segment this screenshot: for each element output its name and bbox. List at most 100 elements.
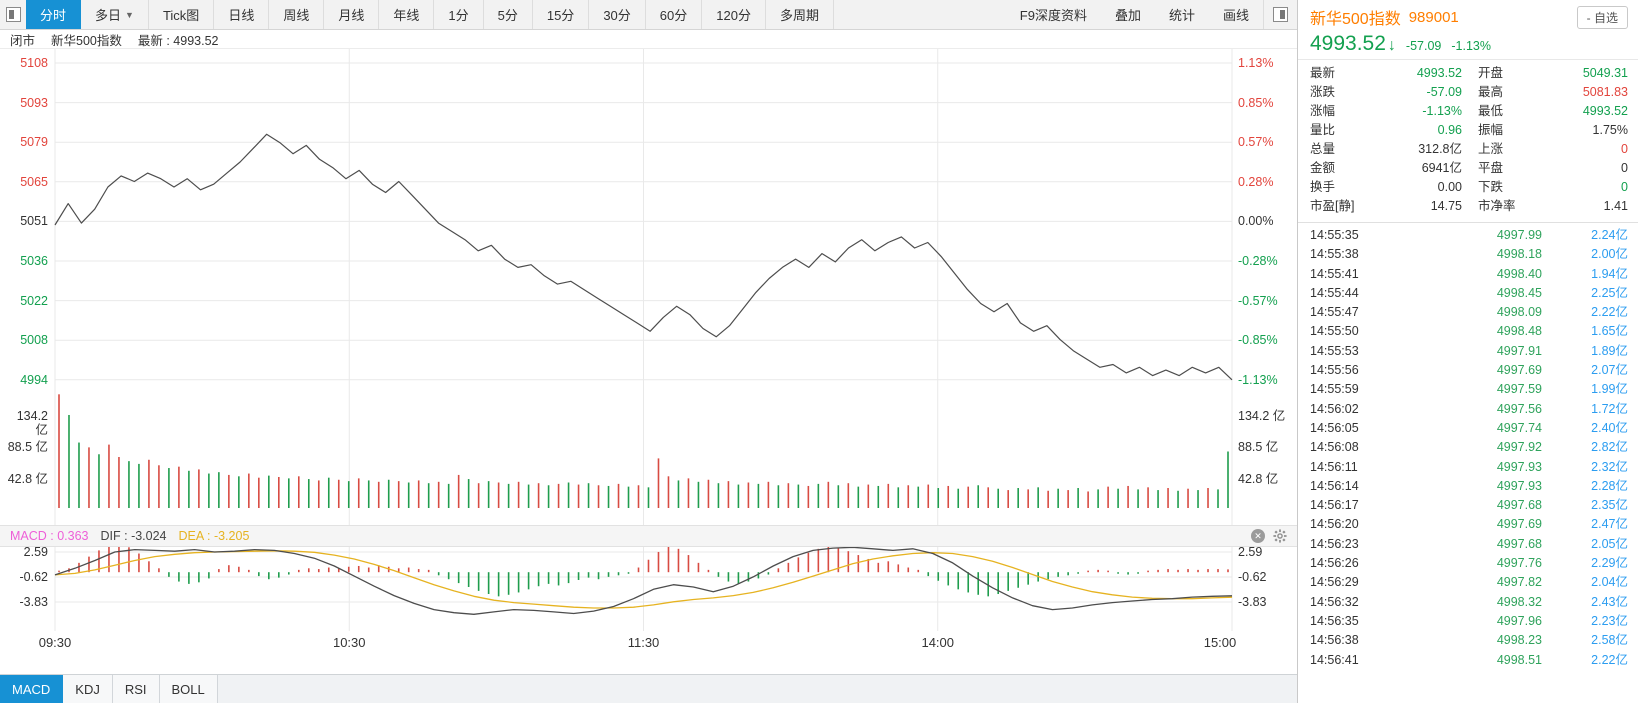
tick-row[interactable]: 14:55:50 4998.48 1.65亿 <box>1310 322 1628 341</box>
volume-chart-canvas <box>54 393 1233 525</box>
tick-row[interactable]: 14:56:29 4997.82 2.04亿 <box>1310 573 1628 592</box>
axis-tick-label: 88.5 亿 <box>7 440 48 455</box>
tick-time: 14:55:53 <box>1310 343 1359 358</box>
price-change-pct: -1.13% <box>1451 39 1491 53</box>
period-tab-分时[interactable]: 分时 <box>26 0 82 29</box>
stat-label: 振幅 <box>1478 123 1504 137</box>
settings-gear-icon[interactable] <box>1273 529 1287 543</box>
tick-time: 14:56:02 <box>1310 401 1359 416</box>
axis-tick-label: 4994 <box>20 372 48 387</box>
period-tab-年线[interactable]: 年线 <box>379 0 435 29</box>
axis-tick-label: 5108 <box>20 56 48 70</box>
toolbar-action-0[interactable]: F9深度资料 <box>1019 8 1087 23</box>
axis-tick-label: 0.85% <box>1238 95 1274 110</box>
period-tab-60分[interactable]: 60分 <box>646 0 703 29</box>
tick-price: 4997.56 <box>1496 401 1542 416</box>
tick-volume: 2.40亿 <box>1591 420 1628 435</box>
stats-row: 总量 312.8亿 上涨 0 <box>1310 140 1628 159</box>
axis-tick-label: 2.59 <box>1238 545 1263 560</box>
tick-time: 14:56:05 <box>1310 420 1359 435</box>
tick-row[interactable]: 14:56:14 4997.93 2.28亿 <box>1310 477 1628 496</box>
tick-row[interactable]: 14:56:32 4998.32 2.43亿 <box>1310 593 1628 612</box>
toolbar-action-1[interactable]: 叠加 <box>1114 8 1141 23</box>
period-tab-多日[interactable]: 多日 ▼ <box>81 0 149 29</box>
stat-value: 0 <box>1621 161 1628 175</box>
panel-toggle-icon[interactable] <box>1263 0 1297 29</box>
layout-toggle-icon[interactable] <box>0 0 26 29</box>
period-tab-日线[interactable]: 日线 <box>214 0 270 29</box>
close-indicator-icon[interactable]: ✕ <box>1251 529 1265 543</box>
tick-list[interactable]: 14:55:35 4997.99 2.24亿 14:55:38 4998.18 2.00亿… <box>1298 222 1638 703</box>
tick-time: 14:56:17 <box>1310 498 1359 513</box>
toolbar-action-2[interactable]: 统计 <box>1168 8 1195 23</box>
stat-value: -57.09 <box>1426 85 1462 99</box>
tick-price: 4997.68 <box>1496 498 1542 513</box>
toolbar: 分时 多日 ▼ Tick图 日线 周线 月线 年线 1分 5分 15分 30分 60分 120分 多周期 F… <box>0 0 1297 30</box>
tick-price: 4997.93 <box>1496 478 1542 493</box>
period-tab-Tick图[interactable]: Tick图 <box>149 0 215 29</box>
price-chart[interactable]: 5108 1.13% 5093 0.85% 5079 0.57% 5065 0.28% 5051… <box>0 49 1297 393</box>
indicator-tab-BOLL[interactable]: BOLL <box>159 675 218 703</box>
tick-row[interactable]: 14:56:05 4997.74 2.40亿 <box>1310 419 1628 438</box>
period-tab-5分[interactable]: 5分 <box>484 0 533 29</box>
tick-row[interactable]: 14:55:59 4997.59 1.99亿 <box>1310 380 1628 399</box>
tick-row[interactable]: 14:56:38 4998.23 2.58亿 <box>1310 631 1628 650</box>
period-tab-1分[interactable]: 1分 <box>434 0 484 29</box>
tick-row[interactable]: 14:56:11 4997.93 2.32亿 <box>1310 458 1628 477</box>
tick-row[interactable]: 14:56:17 4997.68 2.35亿 <box>1310 496 1628 515</box>
instrument-code: 989001 <box>1408 8 1459 26</box>
tick-row[interactable]: 14:56:26 4997.76 2.29亿 <box>1310 554 1628 573</box>
indicator-tab-RSI[interactable]: RSI <box>112 675 160 703</box>
period-tab-15分[interactable]: 15分 <box>533 0 590 29</box>
stat-value: 5081.83 <box>1582 85 1628 99</box>
stats-row: 金额 6941亿 平盘 0 <box>1310 159 1628 178</box>
quote-panel: 新华500指数 989001 - 自选 4993.52 ↓ -57.09 -1.… <box>1297 0 1638 703</box>
tick-price: 4997.93 <box>1496 459 1542 474</box>
tick-row[interactable]: 14:55:53 4997.91 1.89亿 <box>1310 342 1628 361</box>
tick-volume: 2.32亿 <box>1591 459 1628 474</box>
stat-value: 1.41 <box>1603 199 1628 213</box>
tick-volume: 2.05亿 <box>1591 536 1628 551</box>
tick-time: 14:56:23 <box>1310 536 1359 551</box>
tick-row[interactable]: 14:55:56 4997.69 2.07亿 <box>1310 361 1628 380</box>
axis-tick-label: 1.13% <box>1238 56 1274 70</box>
indicator-tab-KDJ[interactable]: KDJ <box>63 675 113 703</box>
tick-price: 4997.91 <box>1496 343 1542 358</box>
stats-row: 涨跌 -57.09 最高 5081.83 <box>1310 83 1628 102</box>
tick-price: 4997.82 <box>1496 575 1542 590</box>
tick-row[interactable]: 14:55:47 4998.09 2.22亿 <box>1310 303 1628 322</box>
axis-tick-label: 2.59 <box>23 545 48 560</box>
stat-label: 市盈[静] <box>1310 199 1355 213</box>
tick-row[interactable]: 14:56:08 4997.92 2.82亿 <box>1310 438 1628 457</box>
period-tab-周线[interactable]: 周线 <box>269 0 325 29</box>
time-axis: 09:30 10:30 11:30 14:00 15:00 <box>0 631 1297 655</box>
tick-row[interactable]: 14:55:44 4998.45 2.25亿 <box>1310 284 1628 303</box>
status-latest: 最新 : 4993.52 <box>137 33 219 48</box>
toolbar-action-3[interactable]: 画线 <box>1222 8 1249 23</box>
tick-row[interactable]: 14:56:23 4997.68 2.05亿 <box>1310 535 1628 554</box>
tick-row[interactable]: 14:56:02 4997.56 1.72亿 <box>1310 400 1628 419</box>
volume-chart[interactable]: 134.2 亿 134.2 亿 88.5 亿 88.5 亿 42.8 亿 42.8 亿 <box>0 393 1297 525</box>
period-tab-30分[interactable]: 30分 <box>589 0 646 29</box>
tick-volume: 1.65亿 <box>1591 324 1628 339</box>
indicator-tab-MACD[interactable]: MACD <box>0 675 64 703</box>
watchlist-button[interactable]: - 自选 <box>1576 5 1628 29</box>
tick-row[interactable]: 14:55:38 4998.18 2.00亿 <box>1310 245 1628 264</box>
tick-row[interactable]: 14:56:20 4997.69 2.47亿 <box>1310 515 1628 534</box>
stat-label: 涨幅 <box>1310 104 1336 118</box>
period-tab-120分[interactable]: 120分 <box>702 0 766 29</box>
tick-volume: 2.58亿 <box>1591 633 1628 648</box>
macd-chart[interactable]: 2.59 2.59 -0.62 -0.62 -3.83 -3.83 <box>0 545 1297 631</box>
indicator-tabs: MACD KDJ RSI BOLL <box>0 674 1297 703</box>
tick-row[interactable]: 14:55:35 4997.99 2.24亿 <box>1310 226 1628 245</box>
stat-value: 0.00 <box>1437 180 1462 194</box>
period-tab-多周期[interactable]: 多周期 <box>766 0 834 29</box>
stat-value: 0.96 <box>1437 123 1462 137</box>
tick-time: 14:56:08 <box>1310 440 1359 455</box>
tick-row[interactable]: 14:56:35 4997.96 2.23亿 <box>1310 612 1628 631</box>
stat-value: 0 <box>1621 142 1628 156</box>
period-tab-月线[interactable]: 月线 <box>324 0 380 29</box>
tick-row[interactable]: 14:55:41 4998.40 1.94亿 <box>1310 265 1628 284</box>
tick-row[interactable]: 14:56:41 4998.51 2.22亿 <box>1310 651 1628 670</box>
